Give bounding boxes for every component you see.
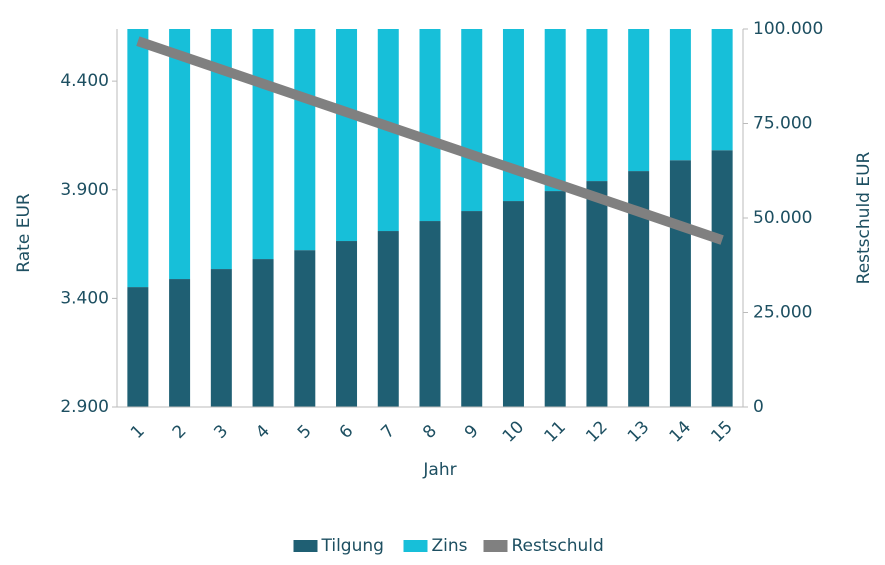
bar (461, 29, 483, 212)
legend-label: Restschuld (512, 536, 604, 556)
bar (711, 29, 733, 151)
x-tick-label: 6 (336, 421, 358, 443)
x-tick-label: 3 (210, 421, 232, 443)
bar (502, 29, 524, 202)
bar (210, 269, 232, 407)
bar (294, 250, 316, 407)
x-tick-label: 11 (540, 417, 569, 446)
bar (169, 29, 191, 280)
y2-tick-label: 75.000 (753, 114, 812, 134)
bar (669, 29, 691, 161)
x-tick-label: 7 (377, 421, 399, 443)
legend-swatch (293, 540, 318, 552)
x-tick-label: 1 (127, 421, 149, 443)
y2-tick-label: 100.000 (753, 19, 823, 39)
x-tick-label: 10 (499, 417, 528, 446)
bar (419, 221, 441, 407)
y-tick-label: 3.900 (60, 180, 109, 200)
x-tick-label: 15 (707, 417, 736, 446)
y2-tick-label: 25.000 (753, 303, 812, 323)
bar (252, 259, 274, 407)
bar (127, 29, 149, 288)
line (136, 36, 724, 245)
bar (628, 171, 650, 407)
bar (586, 181, 608, 407)
x-tick-label: 2 (169, 421, 191, 443)
legend-swatch (403, 540, 428, 552)
y-axis-title: Rate EUR (14, 193, 34, 273)
bar (544, 29, 566, 192)
x-tick-label: 14 (666, 417, 695, 446)
x-tick-label: 5 (294, 421, 316, 443)
y-tick-label: 4.400 (60, 71, 109, 91)
bars (127, 29, 733, 407)
bar (336, 241, 358, 407)
bar (336, 29, 358, 242)
x-tick-label: 12 (582, 417, 611, 446)
bar (252, 29, 274, 260)
y-tick-label: 2.900 (60, 397, 109, 417)
bar (294, 29, 316, 251)
bar (169, 279, 191, 407)
y2-axis-title: Restschuld EUR (854, 151, 874, 284)
x-tick-label: 9 (461, 421, 483, 443)
x-tick-label: 4 (252, 421, 274, 443)
x-axis-title: Jahr (422, 460, 456, 480)
x-tick-label: 8 (419, 421, 441, 443)
bar (586, 29, 608, 182)
bar (461, 211, 483, 407)
bar (628, 29, 650, 172)
bar (210, 29, 232, 270)
legend-swatch (483, 540, 508, 552)
bar (502, 201, 524, 407)
bar (544, 191, 566, 407)
bar (669, 160, 691, 407)
legend-label: Tilgung (321, 536, 384, 556)
bar (377, 231, 399, 407)
y2-tick-label: 0 (753, 397, 764, 417)
bar (711, 150, 733, 407)
y-tick-label: 3.400 (60, 288, 109, 308)
bar (127, 287, 149, 407)
y2-tick-label: 50.000 (753, 208, 812, 228)
bar (419, 29, 441, 222)
legend-label: Zins (432, 536, 468, 556)
x-tick-label: 13 (624, 417, 653, 446)
